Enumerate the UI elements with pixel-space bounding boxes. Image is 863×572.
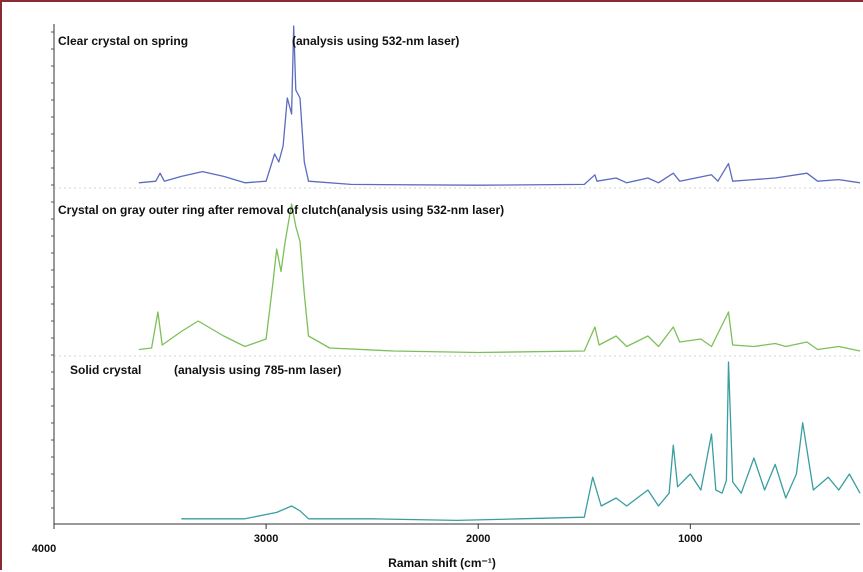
x-tick-label: 1000 — [678, 533, 702, 545]
series-label-1: Clear crystal on spring — [58, 34, 188, 48]
series-line-3 — [181, 361, 861, 522]
series-note-3: (analysis using 785-nm laser) — [174, 363, 341, 377]
series-line-2 — [138, 203, 861, 354]
x-axis-label: Raman shift (cm⁻¹) — [388, 556, 496, 570]
axes: 4000 3000 2000 1000 — [32, 24, 860, 555]
series-note-1: (analysis using 532-nm laser) — [292, 34, 459, 48]
x-tick-label: 2000 — [466, 533, 490, 545]
series-label-3: Solid crystal — [70, 363, 141, 377]
series-layer — [138, 25, 861, 522]
series-note-2: (analysis using 532-nm laser) — [337, 203, 504, 217]
x-tick-label: 3000 — [254, 533, 278, 545]
series-line-1 — [138, 25, 861, 186]
labels-layer: Clear crystal on spring (analysis using 5… — [58, 34, 504, 377]
x-tick-label: 4000 — [32, 543, 56, 555]
series-label-2: Crystal on gray outer ring after removal… — [58, 203, 504, 217]
